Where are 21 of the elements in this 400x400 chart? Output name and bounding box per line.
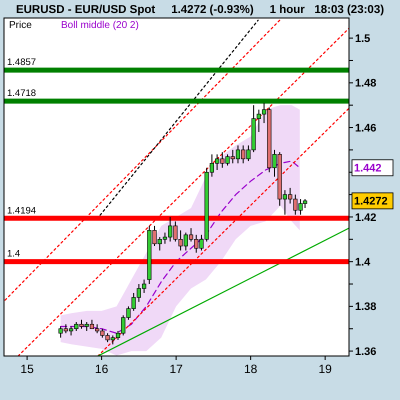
text: Price <box>9 20 32 31</box>
ref-line-label: 1.4194 <box>7 205 36 216</box>
y-tick-label: 1.36 <box>355 346 376 358</box>
y-tick-label: 1.5 <box>355 32 370 45</box>
ref-line-label: 1.4 <box>7 248 20 260</box>
x-tick-label: 15 <box>20 362 34 376</box>
ref-line-label: 1.4857 <box>7 57 36 68</box>
y-tick-label: 1.4 <box>355 256 372 269</box>
y-tick-label: 1.42 <box>355 212 376 224</box>
x-tick-label: 18 <box>244 362 258 376</box>
text: 1.4272 <box>354 196 388 208</box>
ref-line-label: 1.4718 <box>7 88 36 100</box>
text: 1.442 <box>354 162 382 175</box>
x-tick-label: 19 <box>318 362 332 376</box>
x-tick-label: 17 <box>169 362 184 376</box>
y-tick-label: 1.46 <box>355 122 376 134</box>
chart-title: EURUSD - EUR/USD Spot 1.4272 (-0.93%) 1 hour 18:03 (23:03) <box>16 4 384 16</box>
y-tick-label: 1.48 <box>355 78 376 90</box>
x-tick-label: 16 <box>94 362 109 376</box>
text: Boll middle (20 2) <box>61 20 139 31</box>
y-tick-label: 1.38 <box>355 301 376 314</box>
